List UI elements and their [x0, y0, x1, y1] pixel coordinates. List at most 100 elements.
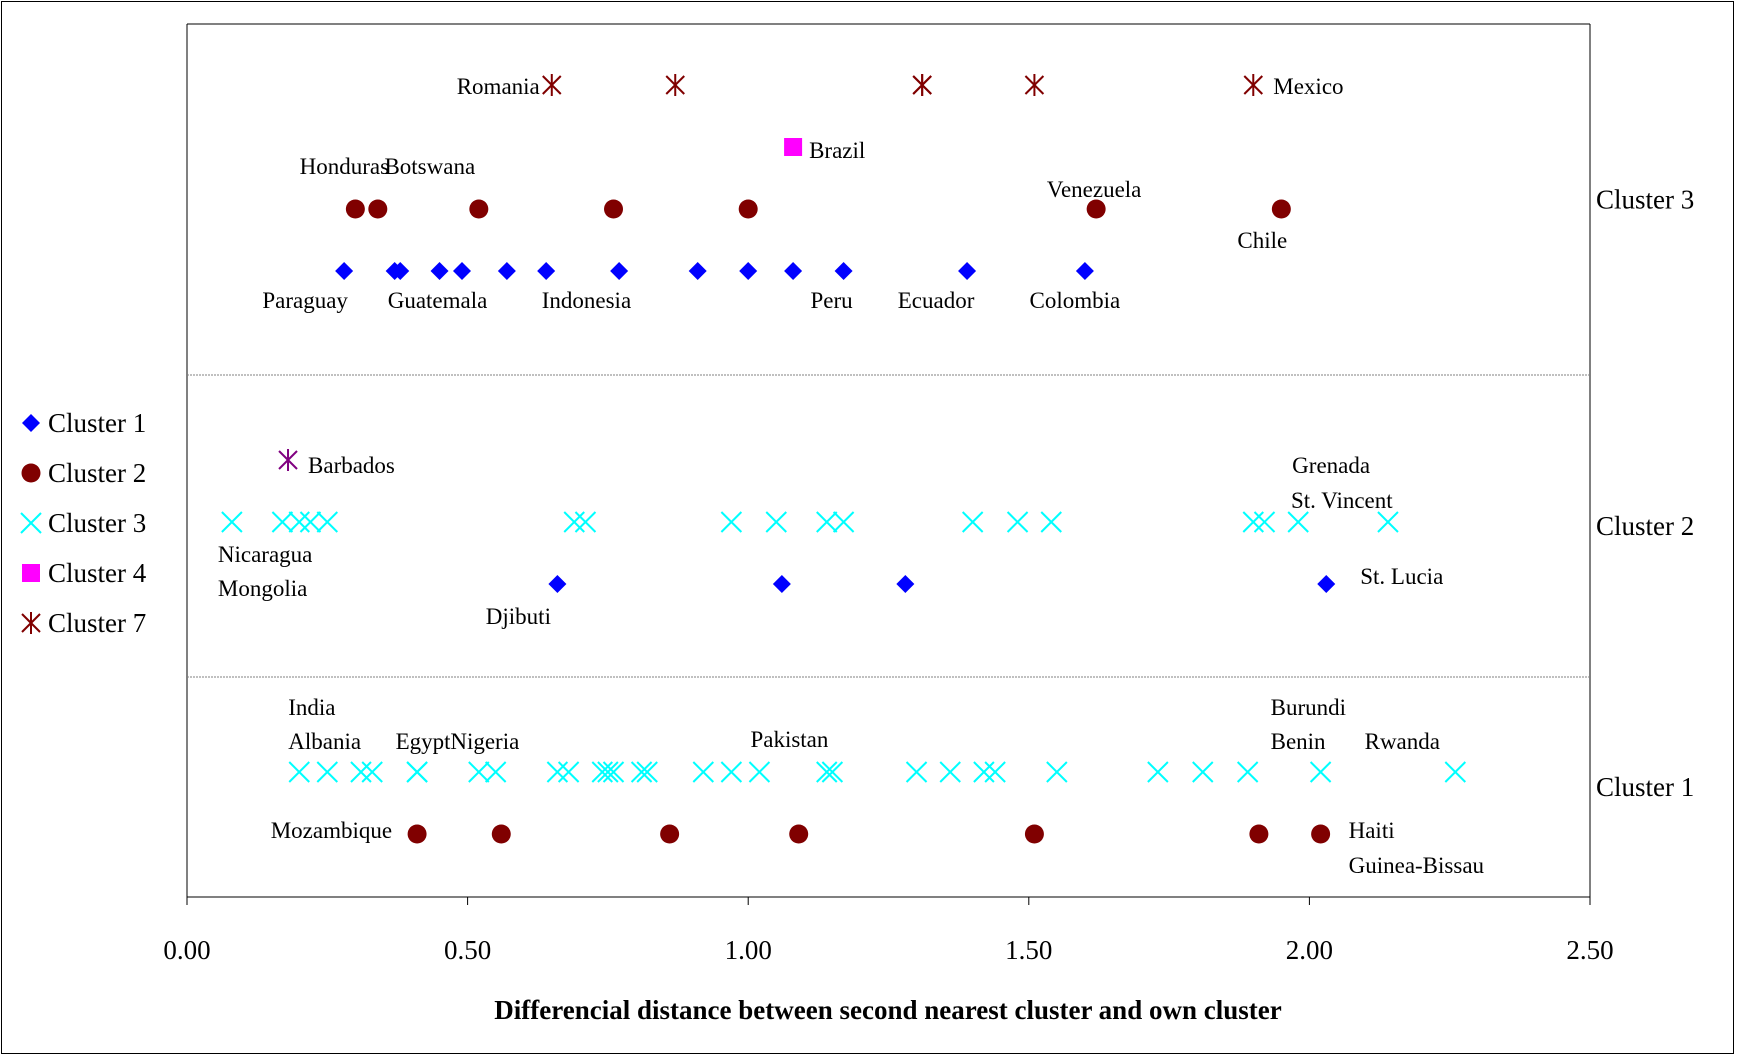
data-point — [765, 511, 787, 533]
point-label: Benin — [1271, 729, 1326, 754]
data-point — [1249, 824, 1269, 844]
point-label: Ecuador — [898, 288, 975, 313]
data-point — [407, 824, 427, 844]
point-label: Pakistan — [750, 727, 828, 752]
circle-marker-icon — [21, 463, 41, 483]
legend: Cluster 1 Cluster 2 Cluster 3 Cluster 4 Clus… — [18, 398, 146, 648]
data-point — [271, 511, 294, 533]
star-marker-icon — [21, 612, 41, 634]
data-point — [574, 511, 597, 533]
legend-item: Cluster 7 — [18, 598, 146, 648]
point-label: Mexico — [1273, 74, 1343, 99]
legend-item: Cluster 4 — [18, 548, 146, 598]
data-point — [563, 511, 585, 533]
data-point — [288, 761, 310, 783]
data-point — [430, 262, 449, 280]
x-tick-label: 2.50 — [1566, 935, 1613, 965]
point-label: Botswana — [384, 154, 475, 179]
data-point — [1317, 575, 1336, 593]
data-point — [720, 761, 743, 783]
data-point — [789, 824, 809, 844]
point-label: Albania — [288, 729, 361, 754]
data-point — [984, 761, 1006, 783]
legend-item: Cluster 3 — [18, 498, 146, 548]
data-point — [350, 761, 372, 783]
data-point — [602, 761, 625, 783]
point-label: Nigeria — [450, 729, 519, 754]
data-point — [469, 199, 489, 219]
data-point — [912, 74, 932, 96]
data-point — [278, 449, 298, 471]
x-tick-label: 0.50 — [444, 935, 491, 965]
x-tick-label: 1.50 — [1005, 935, 1052, 965]
point-label: St. Vincent — [1291, 488, 1393, 513]
legend-label: Cluster 1 — [48, 407, 147, 438]
data-point — [1377, 511, 1399, 533]
data-point — [739, 262, 758, 280]
data-point — [1236, 761, 1259, 783]
square-marker-icon — [22, 564, 40, 582]
point-label: Mozambique — [271, 818, 392, 843]
point-label: Brazil — [809, 138, 865, 163]
legend-label: Cluster 3 — [48, 507, 147, 538]
data-point — [738, 199, 758, 219]
point-label: St. Lucia — [1360, 564, 1443, 589]
data-point — [299, 511, 322, 533]
data-point — [1040, 511, 1062, 533]
data-point — [939, 761, 961, 783]
data-point — [316, 761, 339, 783]
data-point — [636, 761, 658, 783]
data-point — [1006, 511, 1029, 533]
data-point — [288, 511, 310, 533]
point-label: Paraguay — [262, 288, 348, 313]
legend-item: Cluster 2 — [18, 448, 146, 498]
data-point — [961, 511, 984, 533]
legend-marker — [22, 564, 40, 582]
data-point — [604, 199, 624, 219]
point-label: Egypt — [396, 729, 452, 754]
diamond-marker-icon — [22, 414, 40, 432]
legend-item: Cluster 1 — [18, 398, 146, 448]
data-point — [484, 761, 507, 783]
data-point — [491, 824, 511, 844]
data-point — [660, 824, 680, 844]
data-point — [1046, 761, 1068, 783]
data-point — [1311, 824, 1331, 844]
data-point — [748, 761, 771, 783]
point-label: Burundi — [1271, 695, 1346, 720]
data-point — [548, 575, 567, 593]
data-point — [557, 761, 580, 783]
data-point — [452, 262, 471, 280]
data-point — [973, 761, 995, 783]
data-point — [816, 761, 838, 783]
point-label: Haiti — [1349, 818, 1395, 843]
data-point — [784, 262, 803, 280]
data-point — [542, 74, 562, 96]
data-point — [1271, 199, 1291, 219]
data-point — [1075, 262, 1094, 280]
data-point — [832, 511, 855, 533]
x-marker-icon — [20, 512, 42, 534]
band-label: Cluster 3 — [1596, 185, 1694, 215]
data-point — [1287, 511, 1309, 533]
data-point — [1086, 199, 1106, 219]
data-point — [665, 74, 685, 96]
legend-marker — [20, 512, 42, 534]
data-point — [896, 575, 915, 593]
point-label: India — [288, 695, 335, 720]
data-point — [816, 511, 838, 533]
point-label: Mongolia — [218, 576, 307, 601]
point-label: Romania — [457, 74, 540, 99]
point-label: Nicaragua — [218, 542, 313, 567]
point-label: Barbados — [308, 453, 395, 478]
data-point — [497, 262, 516, 280]
legend-marker — [21, 463, 41, 483]
data-point — [1253, 511, 1276, 533]
data-point — [1024, 74, 1045, 96]
x-tick-label: 0.00 — [163, 935, 210, 965]
data-point — [630, 761, 653, 783]
data-point — [1242, 511, 1264, 533]
data-point — [468, 761, 490, 783]
